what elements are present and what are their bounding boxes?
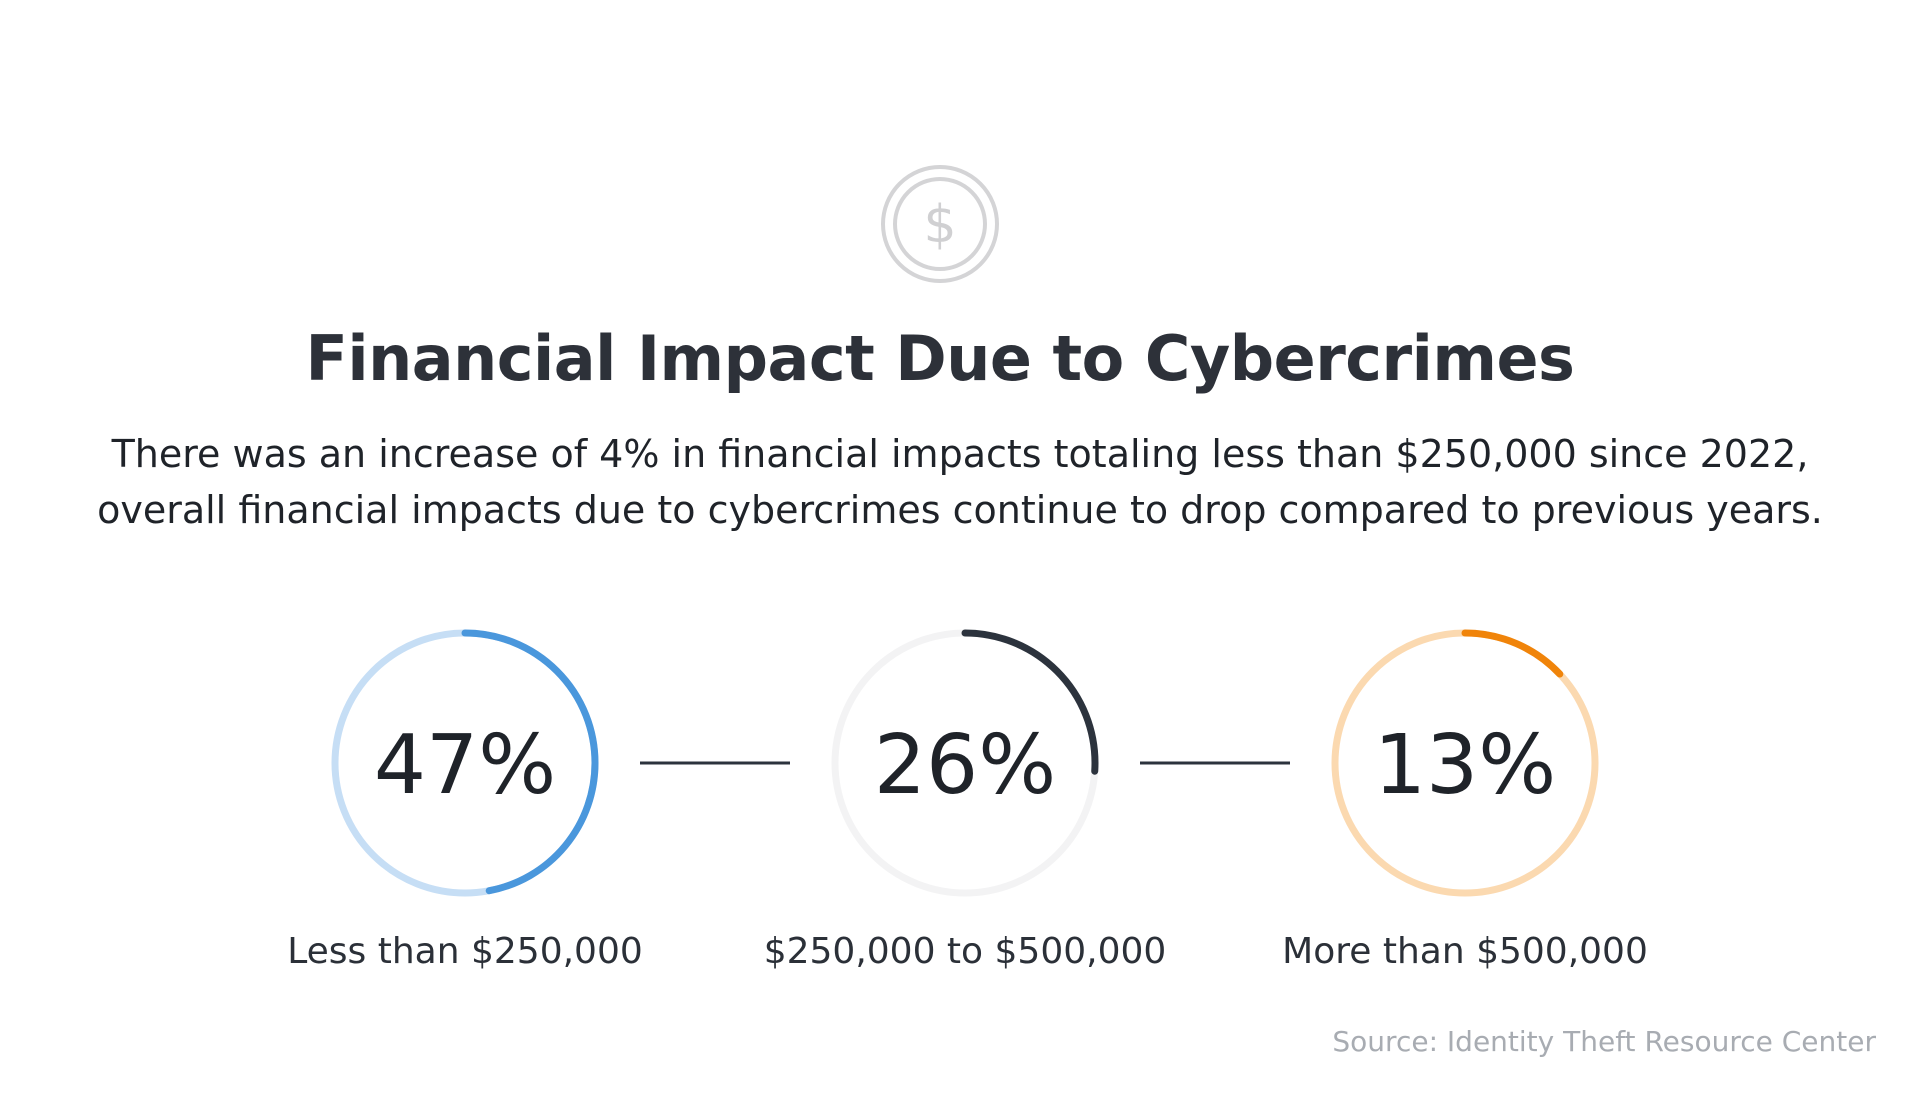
page-subtitle: There was an increase of 4% in financial… [40,426,1880,538]
ring-arc [331,629,599,897]
ring-arc [831,629,1099,897]
ring-value-label: 26% [874,718,1056,813]
ring-category-label: $250,000 to $500,000 [764,931,1167,972]
svg-text:$: $ [923,195,956,255]
ring-value-label: 47% [374,718,556,813]
subtitle-line-1: There was an increase of 4% in financial… [111,432,1809,476]
ring-category-label: More than $500,000 [1282,931,1648,972]
ring-value-label: 13% [1374,718,1556,813]
subtitle-line-2: overall financial impacts due to cybercr… [97,488,1823,532]
dollar-coin-icon: $ [880,164,1000,284]
source-note: Source: Identity Theft Resource Center [1332,1025,1876,1058]
ring-category-label: Less than $250,000 [287,931,643,972]
page-title: Financial Impact Due to Cybercrimes [305,322,1575,395]
progress-ring-chart: 47% Less than $250,000 26% $250,000 to $500… [287,629,1648,972]
ring-arc [1331,629,1599,897]
